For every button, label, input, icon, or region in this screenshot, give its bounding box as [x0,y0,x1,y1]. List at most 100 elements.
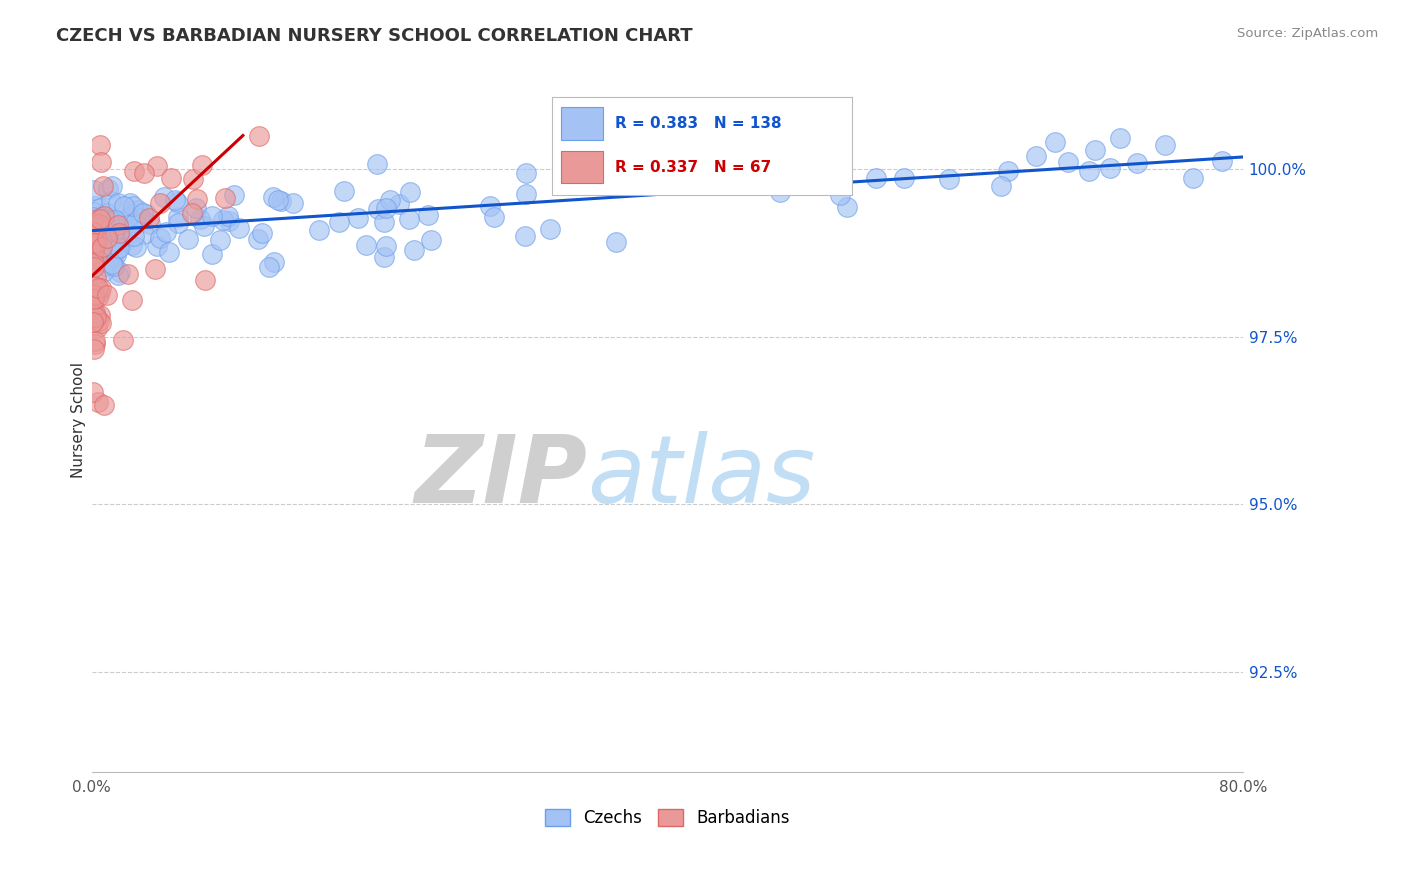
Point [83,279,105,293]
Point [105,237,128,252]
Point [247,128,270,143]
Point [194,273,217,287]
Point [997,164,1019,178]
Point [167,216,190,230]
Point [837,200,859,214]
Point [143,262,166,277]
Point [110,265,132,279]
Point [166,195,188,210]
Point [89,211,111,226]
Point [257,260,280,275]
Point [181,172,204,186]
Point [90,248,112,262]
Point [134,227,156,241]
Point [111,221,134,235]
Point [93,265,115,279]
Point [108,227,131,241]
Point [538,222,561,236]
Point [1108,131,1130,145]
Point [399,185,422,199]
Point [124,216,146,230]
Point [865,171,887,186]
Point [125,240,148,254]
Point [121,206,143,220]
Point [263,255,285,269]
Point [160,170,183,185]
Point [122,229,145,244]
Point [89,285,111,299]
Text: atlas: atlas [586,431,815,522]
Point [107,218,129,232]
Point [1025,149,1047,163]
Point [87,281,110,295]
Point [186,202,208,216]
Point [83,227,105,242]
Point [482,210,505,224]
Point [89,235,111,250]
Point [86,230,108,244]
Point [82,311,104,326]
Point [224,187,246,202]
Point [515,186,537,201]
Point [91,240,114,254]
Point [201,247,224,261]
Point [167,210,190,224]
Point [82,225,104,239]
Point [131,211,153,226]
Point [117,210,139,224]
Point [89,201,111,215]
Point [328,215,350,229]
Point [84,238,107,252]
Point [153,190,176,204]
Point [105,242,128,256]
Point [1077,164,1099,178]
Point [1211,154,1233,169]
Point [191,158,214,172]
Point [91,178,114,193]
Point [84,305,107,319]
Point [82,385,104,400]
Point [211,212,233,227]
Point [86,254,108,268]
Point [1125,156,1147,170]
Point [201,209,224,223]
Point [93,398,115,412]
Point [367,202,389,216]
Point [177,232,200,246]
Point [262,190,284,204]
Point [93,209,115,223]
Point [404,243,426,257]
Point [103,259,125,273]
Point [96,287,118,301]
Point [135,207,157,221]
Point [83,255,105,269]
Point [100,194,122,209]
Point [990,179,1012,194]
Point [122,164,145,178]
Legend: Czechs, Barbadians: Czechs, Barbadians [538,803,797,834]
Point [1181,170,1204,185]
Point [250,226,273,240]
Point [96,206,118,220]
Point [94,226,117,240]
Point [83,334,105,348]
Point [768,185,790,199]
Point [83,286,105,301]
Point [157,245,180,260]
Point [82,213,104,227]
Point [283,195,305,210]
Point [105,248,128,262]
Point [87,217,110,231]
Point [398,211,420,226]
Point [374,238,396,252]
Point [82,315,104,329]
Point [217,209,239,223]
Point [87,314,110,328]
Point [83,236,105,251]
Point [107,268,129,282]
Point [513,228,536,243]
Point [186,192,208,206]
Point [731,141,754,155]
Point [366,157,388,171]
Point [515,166,537,180]
